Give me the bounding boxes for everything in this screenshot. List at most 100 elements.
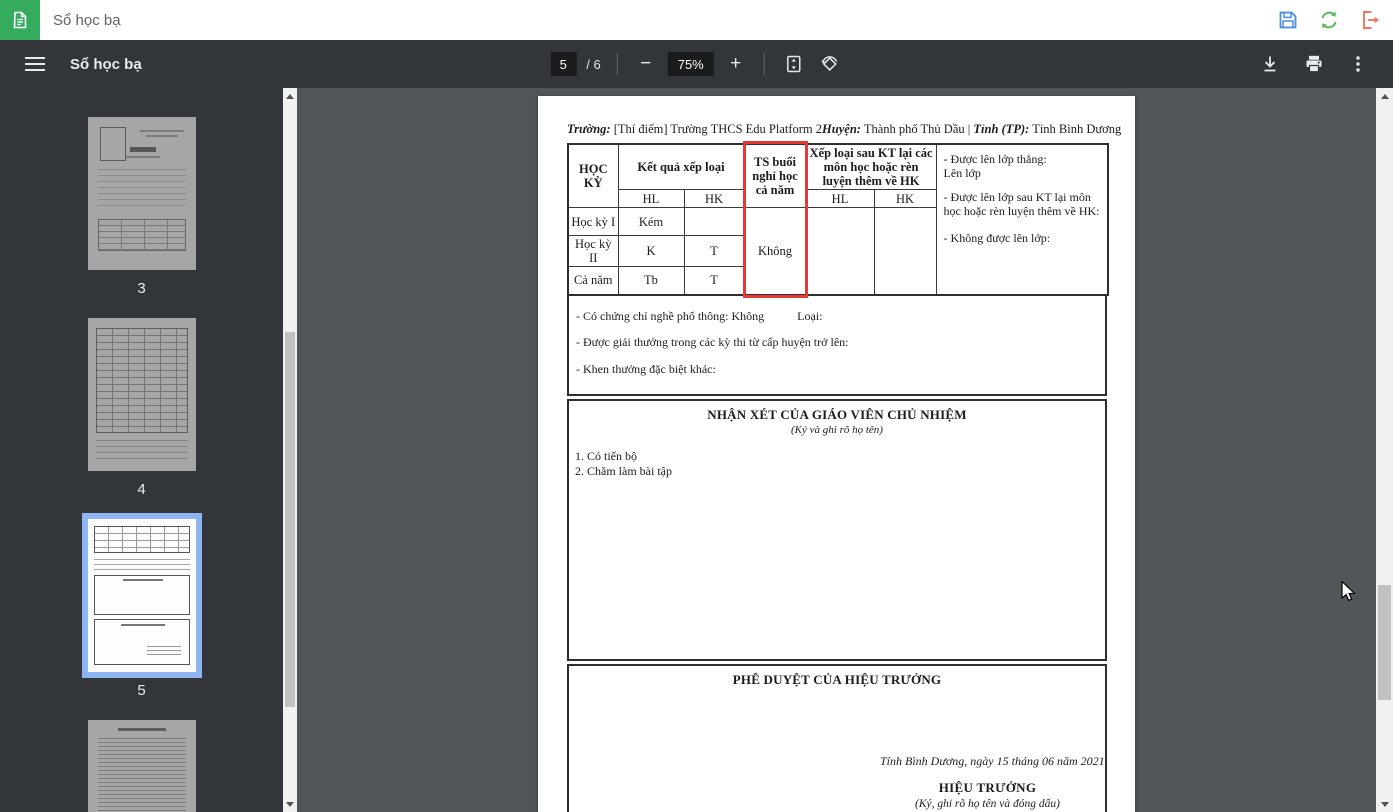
thumb-section-box xyxy=(93,619,190,665)
more-options-button[interactable] xyxy=(1345,51,1371,77)
logout-door-icon xyxy=(1363,11,1379,29)
thumbnail-page-number: 4 xyxy=(137,481,146,498)
note-promoted-after-retest: - Được lên lớp sau KT lại môn học hoặc r… xyxy=(943,190,1100,218)
download-button[interactable] xyxy=(1257,51,1283,77)
thumb-text-block xyxy=(97,738,186,812)
sidebar-scrollbar[interactable] xyxy=(283,88,297,812)
subheader-hl: HL xyxy=(805,189,875,208)
zoom-in-button[interactable]: + xyxy=(724,51,748,77)
page-number-input[interactable] xyxy=(550,52,577,76)
fit-page-icon xyxy=(786,55,801,73)
toolbar-divider xyxy=(763,53,765,75)
scroll-up-arrow[interactable] xyxy=(283,88,297,104)
thumbnail-item-5: 5 xyxy=(87,519,196,700)
zoom-out-button[interactable]: − xyxy=(634,51,658,77)
table-row-semester-2: Học kỳ II K T xyxy=(567,235,1108,267)
comment-item: 1. Có tiến bộ xyxy=(575,448,637,463)
browser-topbar: Sổ học bạ xyxy=(0,0,1393,40)
signature-block: Tỉnh Bình Dương, ngày 15 tháng 06 năm 20… xyxy=(880,754,1105,810)
page-total-label: / 6 xyxy=(586,56,601,72)
thumb-text-line xyxy=(125,156,160,158)
subheader-hl: HL xyxy=(617,189,685,208)
col-header-absent: TS buổi nghỉ học cả năm xyxy=(743,143,807,208)
subheader-hk: HK xyxy=(873,189,937,208)
thumb-table xyxy=(97,219,186,251)
app-logo xyxy=(0,0,40,40)
scroll-down-arrow[interactable] xyxy=(283,796,297,812)
thumbnail-item-3: 3 xyxy=(87,117,196,298)
document-page-5: Trường: [Thí điểm] Trường THCS Edu Platf… xyxy=(538,96,1135,812)
kebab-menu-icon xyxy=(1356,56,1360,72)
district-label: Huyện: xyxy=(822,122,861,136)
col-header-retest: Xếp loại sau KT lại các môn học hoặc rèn… xyxy=(805,143,937,190)
table-row-semester-1: Học kỳ I Kém Không xyxy=(567,207,1108,295)
hk-value xyxy=(683,207,745,236)
approval-title: PHÊ DUYỆT CỦA HIỆU TRƯỞNG xyxy=(732,671,942,687)
hk-value: T xyxy=(683,266,745,295)
pdf-toolbar: Sổ học bạ / 6 − + xyxy=(0,40,1393,88)
scroll-down-arrow[interactable] xyxy=(1376,796,1393,812)
hl-value: K xyxy=(617,235,685,267)
thumbnail-page-number: 5 xyxy=(137,682,146,699)
zoom-level-input[interactable] xyxy=(667,52,714,76)
page-6-thumbnail[interactable] xyxy=(87,720,196,812)
hl-value: Kém xyxy=(617,207,685,236)
subheader-hk: HK xyxy=(683,189,745,208)
absent-days-value: Không xyxy=(743,207,807,295)
note-promoted: - Được lên lớp thẳng: xyxy=(943,152,1047,166)
hl-value: Tb xyxy=(617,266,685,295)
promotion-notes-cell: - Được lên lớp thẳng: Lên lớp - Được lên… xyxy=(935,143,1109,295)
retest-hl-value xyxy=(805,207,875,295)
thumb-title-bar xyxy=(129,147,156,152)
main-scroll-thumb[interactable] xyxy=(1378,585,1391,700)
table-row-full-year: Cả năm Tb T xyxy=(567,266,1108,295)
province-value: Tỉnh Bình Dương xyxy=(1032,122,1122,136)
page-4-thumbnail[interactable] xyxy=(87,318,196,471)
principal-approval-section: PHÊ DUYỆT CỦA HIỆU TRƯỞNG Tỉnh Bình Dươn… xyxy=(567,663,1107,812)
pdf-viewer[interactable]: Trường: [Thí điểm] Trường THCS Edu Platf… xyxy=(297,88,1376,812)
page-5-thumbnail-selected[interactable] xyxy=(87,519,196,672)
menu-hamburger-icon[interactable] xyxy=(25,57,45,71)
hk-value: T xyxy=(683,235,745,267)
rotate-button[interactable] xyxy=(817,51,843,77)
comments-title: NHẬN XÉT CỦA GIÁO VIÊN CHỦ NHIỆM xyxy=(707,406,967,422)
district-value: Thành phố Thủ Dầu | xyxy=(863,122,971,136)
results-table: HỌC KỲ Kết quả xếp loại TS buổi nghỉ học… xyxy=(567,143,1110,296)
col-header-result: Kết quả xếp loại xyxy=(617,143,745,190)
exit-button[interactable] xyxy=(1357,7,1383,33)
main-scrollbar[interactable] xyxy=(1376,88,1393,812)
toolbar-center-controls: / 6 − + xyxy=(550,40,842,88)
document-icon xyxy=(13,11,27,29)
thumbnail-page-number: 3 xyxy=(137,280,146,297)
note-promoted-value: Lên lớp xyxy=(943,166,981,180)
special-awards-line: - Khen thưởng đặc biệt khác: xyxy=(576,361,716,376)
thumb-text-line xyxy=(145,135,178,137)
save-floppy-icon xyxy=(1279,11,1297,29)
thumb-table xyxy=(95,328,188,433)
certificate-label: - Có chứng chỉ nghề phổ thông: xyxy=(576,308,729,323)
comment-item: 2. Chăm làm bài tập xyxy=(575,464,672,478)
signer-note: (Ký, ghi rõ họ tên và đóng dấu) xyxy=(914,797,1060,810)
certificate-value: Không xyxy=(731,308,765,323)
certificate-type-label: Loại: xyxy=(797,308,823,323)
scroll-up-arrow[interactable] xyxy=(1376,88,1393,104)
refresh-button[interactable] xyxy=(1316,7,1342,33)
refresh-sync-icon xyxy=(1321,11,1337,29)
row-label: Cả năm xyxy=(567,266,619,295)
sidebar-scroll-thumb[interactable] xyxy=(285,332,295,707)
topbar-actions xyxy=(1275,7,1383,33)
thumb-photo-box xyxy=(99,127,126,161)
thumb-section-box xyxy=(93,575,190,615)
row-label: Học kỳ I xyxy=(567,207,619,236)
page-3-thumbnail[interactable] xyxy=(87,117,196,270)
print-icon xyxy=(1306,55,1322,73)
row-label: Học kỳ II xyxy=(567,235,619,267)
page-title: Sổ học bạ xyxy=(53,11,121,29)
save-button[interactable] xyxy=(1275,7,1301,33)
toolbar-divider xyxy=(616,53,618,75)
fit-page-button[interactable] xyxy=(781,51,807,77)
thumb-text-line xyxy=(139,130,184,132)
certificate-section: - Có chứng chỉ nghề phổ thông: Không Loạ… xyxy=(567,295,1107,396)
print-button[interactable] xyxy=(1301,51,1327,77)
thumb-text-block xyxy=(97,169,186,211)
